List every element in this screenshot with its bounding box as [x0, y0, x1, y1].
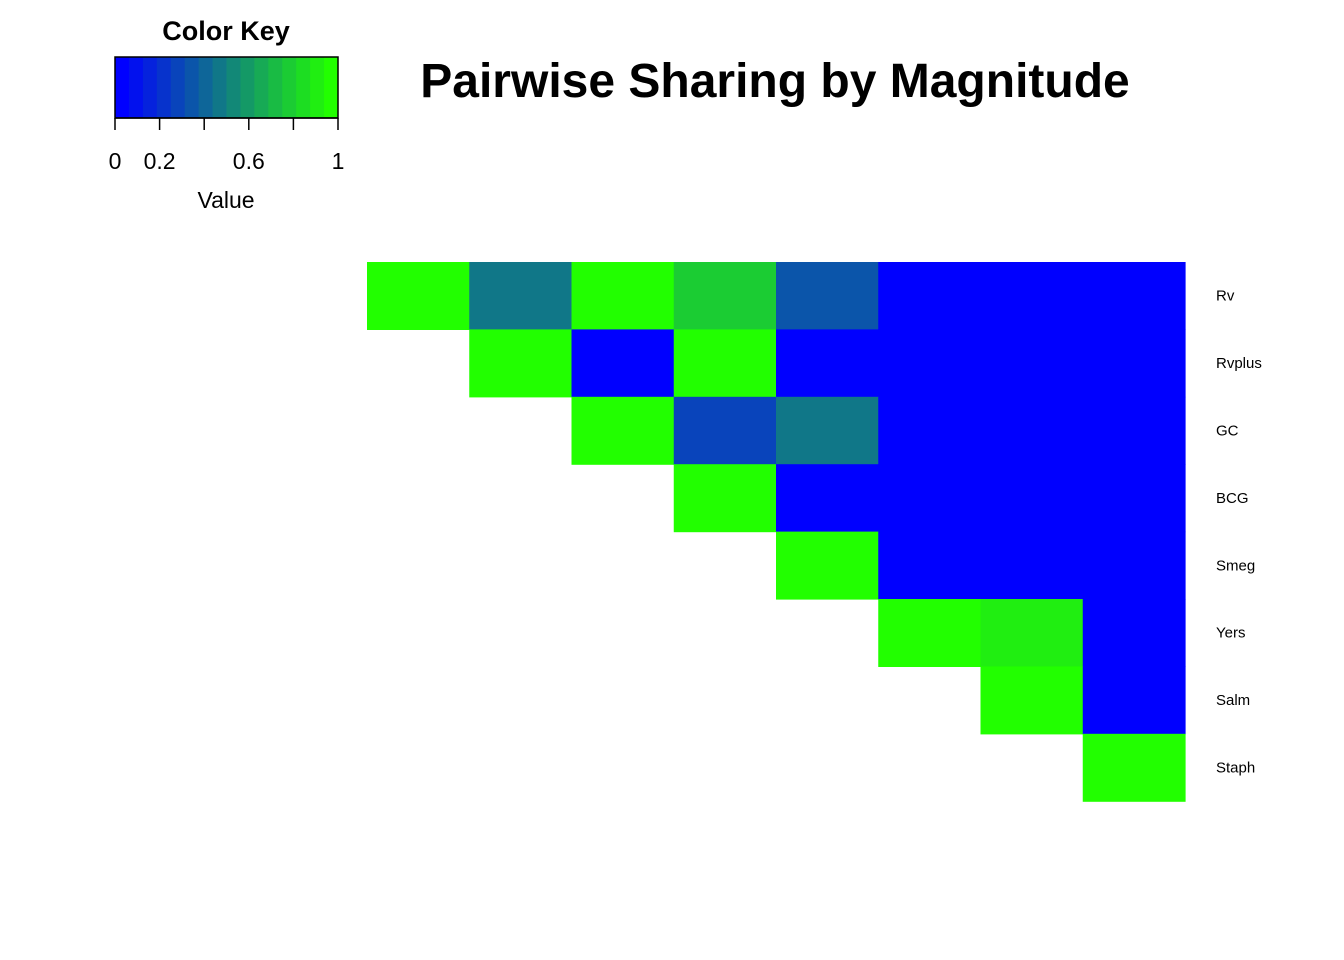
heatmap-cell-bcg-6 [980, 464, 1084, 533]
heatmap-cell-rv-7 [1082, 262, 1186, 330]
heatmap-cell-rvplus-6 [980, 329, 1084, 398]
row-label: Rv [1216, 288, 1235, 305]
heatmap-cell-bcg-7 [1082, 464, 1186, 533]
color-key-swatch [156, 57, 172, 118]
heatmap-cell-gc-6 [980, 396, 1084, 465]
heatmap-cell-smeg-6 [980, 531, 1084, 600]
heatmap-cell-yers-5 [878, 599, 982, 667]
color-key-swatch [324, 57, 339, 118]
row-label: Yers [1216, 625, 1245, 642]
heatmap-cell-salm-6 [980, 666, 1084, 735]
color-key-swatch [296, 57, 311, 118]
heatmap-cell-rvplus-2 [571, 329, 675, 398]
color-key-swatch [240, 57, 255, 118]
heatmap-cell-gc-4 [776, 396, 879, 465]
heatmap-cell-rvplus-1 [469, 329, 573, 398]
row-labels: Rv Rvplus GC BCG Smeg Yers Salm Staph [1216, 288, 1262, 777]
color-key-swatch [142, 57, 158, 118]
heatmap-cell-rv-4 [776, 262, 879, 330]
heatmap-cell-rvplus-5 [878, 329, 982, 398]
color-key-swatch [212, 57, 227, 118]
color-key-swatch [115, 57, 130, 118]
heatmap-grid [367, 262, 1186, 802]
color-key-swatch [226, 57, 241, 118]
heatmap-cell-smeg-4 [776, 531, 879, 600]
heatmap-cell-gc-7 [1082, 396, 1186, 465]
color-key-swatch [128, 57, 144, 118]
color-key-swatch [268, 57, 283, 118]
color-key-tick-label: 0.6 [233, 148, 265, 174]
heatmap-cell-bcg-4 [776, 464, 879, 533]
chart-title: Pairwise Sharing by Magnitude [420, 55, 1129, 108]
heatmap-cell-rv-6 [980, 262, 1084, 330]
row-label: GC [1216, 423, 1239, 440]
heatmap-cell-rvplus-4 [776, 329, 879, 398]
heatmap-cell-gc-2 [571, 396, 675, 465]
color-key-tick-label: 0.2 [144, 148, 176, 174]
color-key: Color Key 0 0.2 0.6 1 Value [109, 16, 345, 213]
color-key-axis: 0 0.2 0.6 1 [109, 117, 345, 174]
color-key-title: Color Key [162, 16, 290, 46]
color-key-xlabel: Value [197, 187, 254, 213]
row-label: Staph [1216, 760, 1255, 777]
heatmap-cell-rvplus-7 [1082, 329, 1186, 398]
color-key-swatch [170, 57, 186, 118]
heatmap-cell-bcg-3 [673, 464, 777, 533]
heatmap-cell-yers-7 [1082, 599, 1186, 667]
color-key-tick-label: 1 [332, 148, 345, 174]
color-key-swatch [254, 57, 269, 118]
heatmap-cell-bcg-5 [878, 464, 982, 533]
heatmap-cell-yers-6 [980, 599, 1084, 667]
heatmap-cell-rv-0 [367, 262, 470, 330]
heatmap-cell-rvplus-3 [673, 329, 777, 398]
heatmap-cell-rv-2 [571, 262, 675, 330]
heatmap-cell-gc-3 [673, 396, 777, 465]
heatmap-cell-gc-5 [878, 396, 982, 465]
row-label: Rvplus [1216, 355, 1262, 372]
row-label: Salm [1216, 692, 1250, 709]
heatmap-cell-staph-7 [1082, 733, 1186, 802]
color-key-swatch [184, 57, 200, 118]
heatmap-cell-salm-7 [1082, 666, 1186, 735]
row-label: Smeg [1216, 557, 1255, 574]
heatmap-cell-smeg-7 [1082, 531, 1186, 600]
color-key-gradient [115, 57, 339, 118]
color-key-swatch [198, 57, 214, 118]
color-key-tick-label: 0 [109, 148, 122, 174]
heatmap-cell-rv-3 [673, 262, 777, 330]
heatmap-cell-smeg-5 [878, 531, 982, 600]
color-key-swatch [282, 57, 297, 118]
heatmap-cell-rv-1 [469, 262, 573, 330]
heatmap-cell-rv-5 [878, 262, 982, 330]
color-key-swatch [310, 57, 325, 118]
row-label: BCG [1216, 490, 1249, 507]
